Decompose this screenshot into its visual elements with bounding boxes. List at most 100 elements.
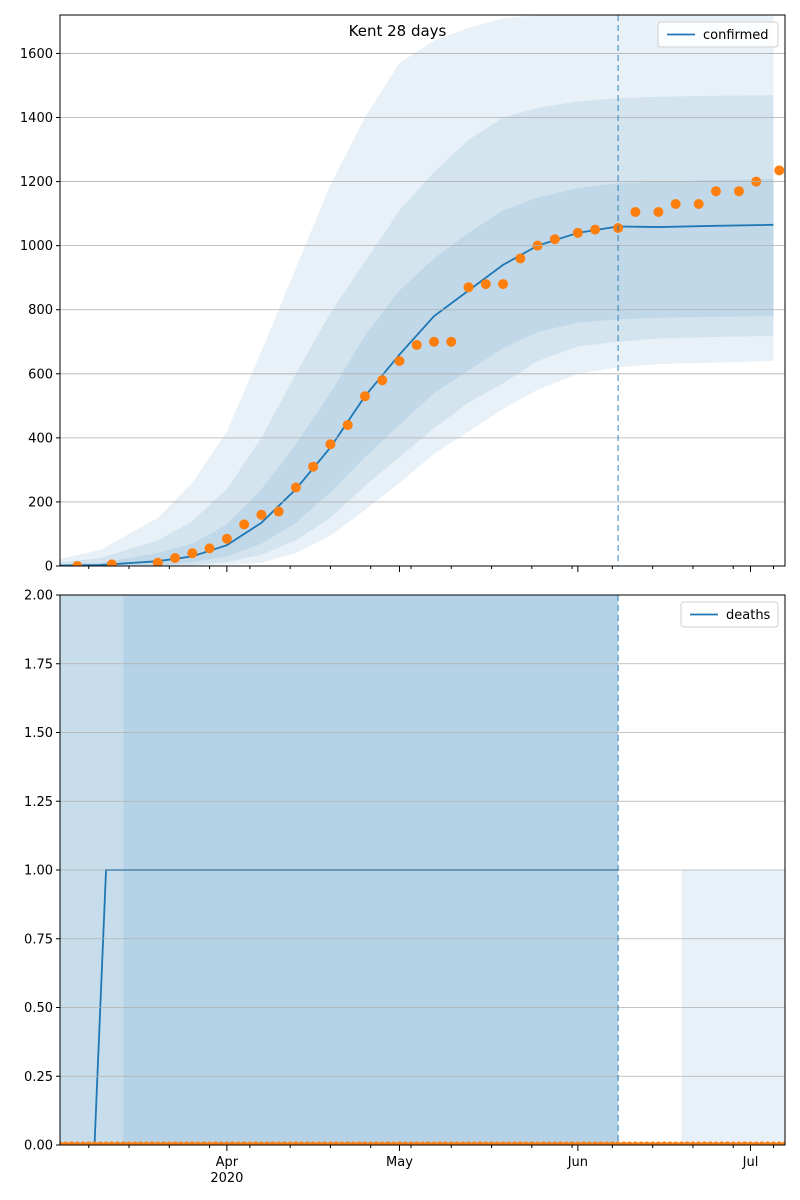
observed-point	[96, 1141, 104, 1145]
y-tick-label: 0.00	[24, 1139, 53, 1154]
observed-point	[528, 1141, 536, 1145]
observed-point	[125, 1141, 133, 1145]
observed-point	[549, 234, 560, 245]
observed-point	[148, 1141, 156, 1145]
observed-point	[677, 1141, 685, 1145]
observed-point	[384, 1141, 392, 1145]
observed-point	[275, 1141, 283, 1145]
deaths-panel: 0.00 0.25 0.50 0.75 1.00 1.25 1.50 1.75 2.00 Apr2…	[24, 589, 786, 1186]
observed-point	[137, 1141, 145, 1145]
observed-point	[394, 355, 405, 366]
observed-point	[72, 561, 83, 566]
y-tick-label: 0.25	[24, 1070, 53, 1085]
observed-point	[764, 1141, 772, 1145]
observed-point	[187, 548, 198, 559]
observed-point	[315, 1141, 323, 1145]
legend-box	[657, 21, 779, 48]
observed-point	[160, 1141, 168, 1145]
observed-point	[498, 279, 509, 290]
observed-point	[206, 1141, 214, 1145]
observed-point	[106, 559, 117, 566]
observed-point	[463, 282, 474, 293]
observed-point	[557, 1141, 565, 1145]
observed-point	[683, 1141, 691, 1145]
observed-point	[470, 1141, 478, 1145]
y-tick-label: 800	[28, 303, 53, 318]
observed-point	[631, 1141, 639, 1145]
observed-point	[411, 339, 422, 350]
observed-point	[539, 1141, 547, 1145]
legend: confirmed	[657, 21, 779, 48]
observed-point	[591, 1141, 599, 1145]
observed-point	[211, 1141, 219, 1145]
observed-point	[344, 1141, 352, 1145]
observed-point	[741, 1141, 749, 1145]
observed-point	[377, 375, 388, 386]
observed-point	[769, 1141, 777, 1145]
observed-point	[781, 1141, 785, 1145]
observed-point	[239, 519, 250, 530]
observed-point	[280, 1141, 288, 1145]
observed-point	[480, 279, 491, 290]
observed-point	[620, 1141, 628, 1145]
observed-point	[712, 1141, 720, 1145]
observed-point	[653, 207, 664, 218]
observed-point	[91, 1141, 99, 1145]
observed-point	[290, 482, 301, 493]
observed-point	[574, 1141, 582, 1145]
observed-point	[119, 1141, 127, 1145]
y-tick-label: 400	[28, 431, 53, 446]
observed-point	[522, 1141, 530, 1145]
observed-point	[79, 1141, 87, 1145]
observed-point	[733, 186, 744, 197]
observed-point	[585, 1141, 593, 1145]
observed-point	[188, 1141, 196, 1145]
uncertainty-band-1	[60, 179, 774, 566]
y-tick-label: 600	[28, 367, 53, 382]
observed-point	[152, 557, 163, 566]
observed-point	[338, 1141, 346, 1145]
observed-point	[775, 1141, 783, 1145]
observed-point	[666, 1141, 674, 1145]
observed-point	[465, 1141, 473, 1145]
observed-point	[710, 186, 721, 197]
observed-point	[62, 1141, 70, 1145]
y-tick-label: 1200	[20, 175, 53, 190]
observed-point	[511, 1141, 519, 1145]
observed-point	[654, 1141, 662, 1145]
observed-point	[413, 1141, 421, 1145]
observed-point	[257, 1141, 265, 1145]
y-tick-label: 1400	[20, 111, 53, 126]
observed-point	[361, 1141, 369, 1145]
y-tick-label: 2.00	[24, 589, 53, 604]
x-tick-label: Jul	[742, 1155, 759, 1170]
observed-point	[614, 1141, 622, 1145]
observed-point	[505, 1141, 513, 1145]
observed-point	[401, 1141, 409, 1145]
observed-point	[252, 1141, 260, 1145]
observed-point	[326, 1141, 334, 1145]
observed-point	[516, 1141, 524, 1145]
observed-point	[447, 1141, 455, 1145]
chart-title: Kent 28 days	[349, 22, 447, 40]
observed-point	[308, 461, 319, 472]
observed-point	[545, 1141, 553, 1145]
observed-point	[355, 1141, 363, 1145]
y-tick-label: 1.75	[24, 657, 53, 672]
uncertainty-band-2	[60, 95, 774, 566]
observed-point	[746, 1141, 754, 1145]
observed-point	[515, 253, 526, 264]
observed-point	[0, 561, 2, 571]
legend-box	[680, 601, 779, 628]
observed-point	[482, 1141, 490, 1145]
observed-point	[424, 1141, 432, 1145]
observed-point	[269, 1141, 277, 1145]
observed-point	[234, 1141, 242, 1145]
observed-point	[229, 1141, 237, 1145]
y-tick-label: 200	[28, 495, 53, 510]
observed-point	[263, 1141, 271, 1145]
observed-point	[580, 1141, 588, 1145]
observed-point	[68, 1141, 76, 1145]
observed-point	[752, 1141, 760, 1145]
observed-point	[693, 199, 704, 210]
